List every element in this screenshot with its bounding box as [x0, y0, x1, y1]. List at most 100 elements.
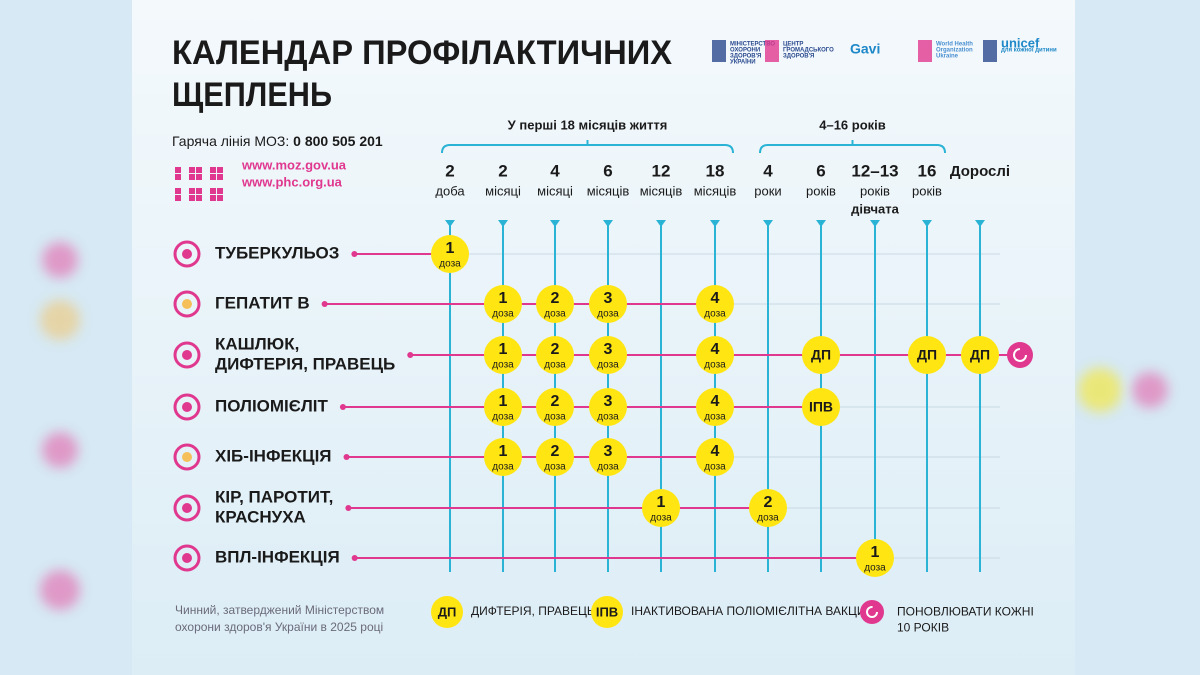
disease-name: ТУБЕРКУЛЬОЗ [215, 243, 339, 262]
dose-unit: доза [597, 462, 619, 473]
logo-text: ГРОМАДСЬКОГО [783, 48, 834, 54]
disease-name: КІР, ПАРОТИТ, [215, 487, 333, 506]
logo-text: УКРАЇНИ [730, 59, 756, 66]
column-unit: місяці [537, 183, 573, 198]
dose-unit: доза [544, 360, 566, 371]
dose-number: 1 [657, 494, 666, 511]
icon-shape [173, 393, 201, 421]
url: www.moz.gov.ua [241, 157, 347, 172]
column-number: 2 [445, 161, 454, 180]
column-unit: місяців [640, 183, 683, 198]
legend-text: ІНАКТИВОВАНА ПОЛІОМІЄЛІТНА ВАКЦИНА [631, 604, 882, 618]
logo-text: для кожної дитини [1001, 48, 1057, 54]
renew-icon [1007, 342, 1033, 368]
column-unit: років [806, 183, 836, 198]
icon-shape [173, 494, 201, 522]
logo-text: ЦЕНТР [783, 42, 803, 48]
dose-circle [696, 438, 734, 476]
icon-core [182, 350, 192, 360]
disease-name: ВПЛ-ІНФЕКЦІЯ [215, 547, 340, 566]
dose-number: 3 [604, 290, 613, 307]
renew-arrow [1013, 348, 1027, 362]
disease-icon [173, 393, 201, 421]
row-start [407, 352, 414, 358]
dose-unit: доза [704, 462, 726, 473]
dose-circle [696, 336, 734, 374]
dose-circle [484, 388, 522, 426]
group-bracket [759, 140, 946, 154]
dose-circle [696, 388, 734, 426]
logo-text: Gavi [850, 41, 880, 57]
dose-circle [536, 285, 574, 323]
dose-unit: доза [704, 309, 726, 320]
logo-text: unicef [1001, 35, 1040, 50]
dose-circle [536, 336, 574, 374]
row-start [351, 251, 358, 257]
column-extra: дівчата [851, 201, 900, 216]
dose-circle [961, 336, 999, 374]
dose-number: 2 [551, 290, 560, 307]
dose-circle [589, 285, 627, 323]
dose-unit: доза [704, 412, 726, 423]
dose-circle [536, 388, 574, 426]
column-number: 4 [763, 161, 773, 180]
column-number: 16 [918, 161, 937, 180]
dose-unit: доза [650, 513, 672, 524]
icon-core [182, 249, 192, 259]
dose-number: 2 [551, 341, 560, 358]
dose-unit: доза [864, 563, 886, 574]
disease-name: ХІБ-ІНФЕКЦІЯ [215, 446, 332, 465]
dose-unit: доза [492, 360, 514, 371]
dose-unit: доза [757, 513, 779, 524]
icon-shape [173, 240, 201, 268]
row-start [321, 301, 328, 307]
disease-icon [173, 290, 201, 318]
dose-circle [589, 336, 627, 374]
footnote: охорони здоров'я України в 2025 році [175, 620, 383, 634]
column-number: 12–13 [851, 161, 898, 180]
group-label: У перші 18 місяців життя [508, 117, 668, 132]
legend-symbol-text: ІПВ [596, 604, 618, 619]
legend-text: ПОНОВЛЮВАТИ КОЖНІ [897, 605, 1034, 619]
dose-circle [431, 235, 469, 273]
icon-core [182, 503, 192, 513]
icon-core [182, 452, 192, 462]
logo-text: World Health [936, 42, 973, 48]
dose-unit: доза [492, 412, 514, 423]
disease-icon [173, 341, 201, 369]
disease-name: КАШЛЮК, [215, 334, 299, 353]
row-start [351, 555, 358, 561]
dose-circle [589, 438, 627, 476]
column-unit: доба [435, 183, 465, 198]
dose-circle [484, 336, 522, 374]
dose-circle [589, 388, 627, 426]
disease-icon [173, 443, 201, 471]
logo-text: Ukraine [936, 54, 959, 60]
column-number: 6 [816, 161, 825, 180]
row-start [345, 505, 352, 511]
dose-number: 2 [764, 494, 773, 511]
hotline-label: Гаряча лінія МОЗ: [172, 133, 289, 149]
dose-unit: доза [597, 360, 619, 371]
legend-text: ДИФТЕРІЯ, ПРАВЕЦЬ [471, 604, 595, 618]
hotline-number: 0 800 505 201 [293, 133, 383, 149]
disease-name: ГЕПАТИТ В [215, 293, 310, 312]
dose-number: 1 [499, 341, 508, 358]
disease-name: ПОЛІОМІЄЛІТ [215, 396, 329, 415]
legend-symbol [431, 596, 463, 628]
footnote: Чинний, затверджений Міністерством [175, 603, 384, 617]
dose-circle [908, 336, 946, 374]
logo-text: МІНІСТЕРСТВО [730, 42, 775, 48]
logo-mark [918, 40, 932, 62]
dose-number: 2 [551, 443, 560, 460]
dose-circle [484, 438, 522, 476]
row-start [343, 454, 350, 460]
title: ЩЕПЛЕНЬ [172, 76, 332, 114]
legend-text: 10 РОКІВ [897, 621, 949, 635]
dose-number: 1 [499, 443, 508, 460]
legend-symbol [860, 600, 884, 624]
dose-number: ДП [917, 347, 937, 363]
row-start [339, 404, 346, 410]
dose-unit: доза [492, 462, 514, 473]
